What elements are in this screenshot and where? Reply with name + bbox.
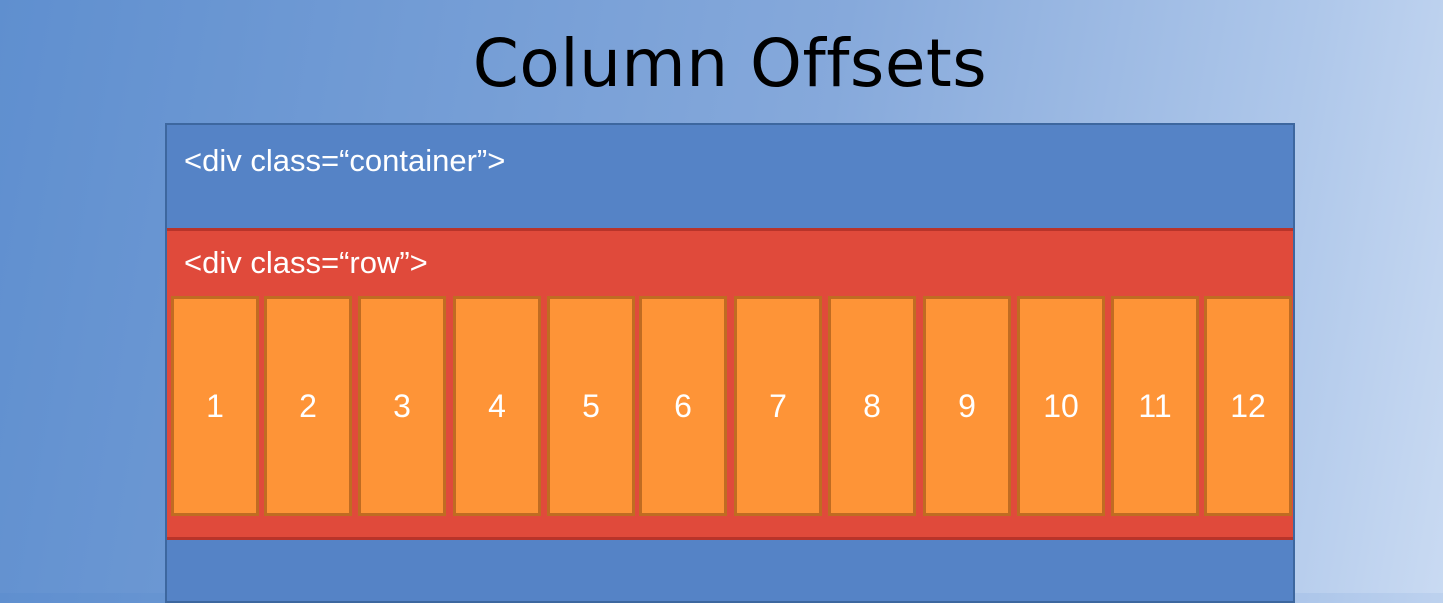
row-label: <div class=“row”> (184, 245, 428, 280)
grid-column-8: 8 (828, 296, 916, 516)
grid-column-7: 7 (734, 296, 822, 516)
grid-column-9: 9 (923, 296, 1011, 516)
grid-column-6: 6 (639, 296, 727, 516)
container-box: <div class=“container”> <div class=“row”… (165, 123, 1295, 603)
grid-column-2: 2 (264, 296, 352, 516)
slide-title: Column Offsets (472, 25, 988, 102)
grid-column-10: 10 (1017, 296, 1105, 516)
grid-column-4: 4 (453, 296, 541, 516)
grid-column-5: 5 (547, 296, 635, 516)
grid-column-1: 1 (171, 296, 259, 516)
grid-column-12: 12 (1204, 296, 1292, 516)
grid-column-3: 3 (358, 296, 446, 516)
grid-column-11: 11 (1111, 296, 1199, 516)
container-label: <div class=“container”> (184, 143, 506, 178)
row-box: <div class=“row”> 1 2 3 4 5 6 7 8 9 10 1… (167, 228, 1293, 540)
